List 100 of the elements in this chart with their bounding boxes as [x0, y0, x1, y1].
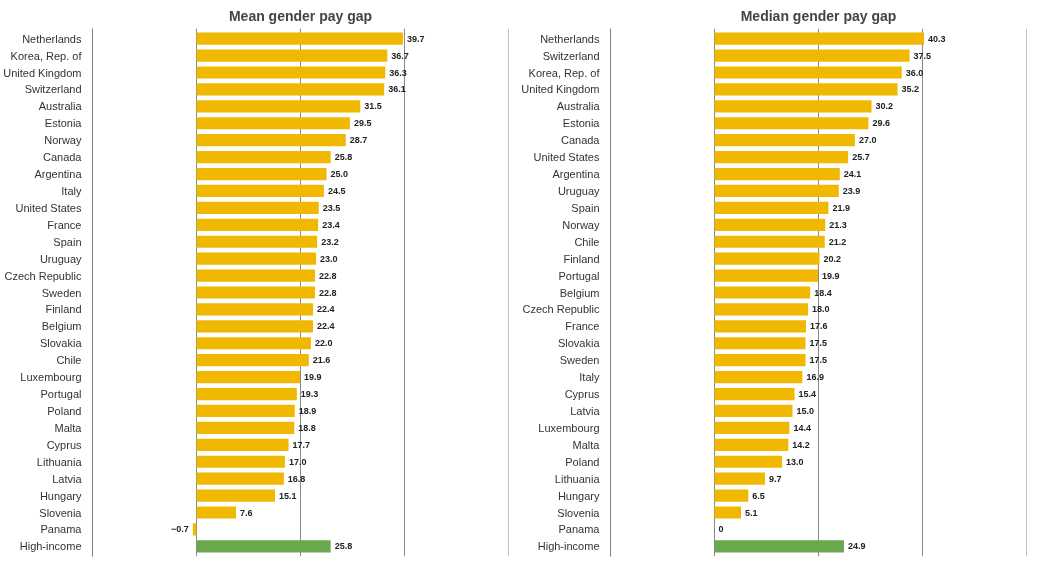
data-label: 18.4: [814, 287, 832, 298]
data-label: 15.4: [798, 389, 817, 400]
data-label: −0.7: [171, 524, 189, 535]
data-label: 31.5: [364, 101, 382, 112]
bar: [714, 455, 783, 468]
data-label: 17.5: [809, 338, 828, 349]
bar: [714, 387, 795, 401]
bar: [714, 49, 910, 62]
y-tick-label: Chile: [574, 235, 600, 248]
bar: [714, 184, 839, 198]
y-tick-label: High-income: [537, 540, 600, 553]
bar: [196, 540, 331, 553]
data-label: 5.1: [745, 507, 758, 518]
bar: [714, 489, 749, 502]
y-tick-label: Latvia: [52, 472, 83, 485]
y-tick-label: Panama: [40, 523, 83, 536]
bar: [714, 218, 826, 231]
bar: [714, 404, 793, 418]
bar: [714, 438, 789, 451]
bar: [714, 286, 811, 299]
data-label: 21.6: [312, 355, 331, 366]
bar: [196, 100, 361, 113]
y-tick-label: Slovenia: [39, 506, 83, 519]
data-label: 18.9: [298, 405, 317, 416]
bar: [196, 49, 388, 62]
bar: [196, 286, 316, 299]
data-label: 6.5: [752, 490, 765, 501]
data-label: 36.1: [388, 84, 406, 95]
data-label: 29.6: [872, 118, 890, 129]
data-label: 22.8: [319, 287, 337, 298]
bar: [196, 201, 319, 214]
data-label: 36.3: [389, 67, 407, 78]
data-label: 36.7: [391, 50, 409, 61]
y-tick-label: High-income: [19, 540, 82, 553]
data-label: 21.3: [829, 219, 847, 230]
data-label: 18.8: [298, 422, 316, 433]
bar: [714, 83, 898, 96]
y-tick-label: Estonia: [562, 117, 601, 130]
bar: [714, 100, 872, 113]
y-tick-label: Hungary: [557, 489, 600, 502]
data-label: 23.9: [842, 185, 861, 196]
chart-title: Mean gender pay gap: [228, 7, 373, 24]
bar: [192, 523, 197, 536]
bar: [714, 337, 806, 350]
data-label: 37.5: [913, 50, 932, 61]
y-tick-label: Portugal: [558, 269, 600, 282]
y-tick-label: Canada: [560, 134, 601, 147]
bar: [196, 489, 276, 502]
data-label: 19.9: [821, 270, 840, 281]
y-tick-label: Poland: [565, 455, 600, 468]
y-tick-label: Norway: [562, 218, 600, 231]
y-tick-label: Korea, Rep. of: [10, 49, 83, 62]
bar: [714, 472, 765, 485]
data-label: 30.2: [875, 101, 894, 112]
bar: [714, 421, 790, 434]
y-tick-label: Lithuania: [36, 455, 83, 468]
data-label: 22.4: [316, 304, 335, 315]
data-label: 21.2: [828, 236, 847, 247]
bar: [196, 354, 309, 367]
bar: [196, 472, 284, 485]
y-tick-label: Hungary: [39, 489, 82, 502]
y-tick-label: Italy: [61, 184, 82, 197]
bar: [196, 252, 317, 265]
y-tick-label: France: [47, 218, 82, 231]
y-tick-label: Italy: [579, 371, 600, 384]
bar: [196, 66, 386, 79]
bar: [714, 167, 840, 181]
y-tick-label: Slovakia: [39, 337, 83, 350]
data-label: 23.5: [322, 202, 341, 213]
bar: [196, 303, 313, 316]
data-label: 17.5: [809, 355, 828, 366]
y-tick-label: Argentina: [34, 168, 83, 181]
bar: [196, 506, 237, 519]
data-label: 22.0: [314, 338, 333, 349]
y-tick-label: Latvia: [570, 404, 601, 417]
y-tick-label: United Kingdom: [3, 66, 82, 79]
data-label: 39.7: [406, 33, 425, 44]
y-tick-label: Estonia: [44, 117, 83, 130]
y-tick-label: Norway: [44, 134, 82, 147]
bar: [196, 421, 295, 434]
bar: [196, 184, 324, 198]
data-label: 25.7: [852, 152, 870, 163]
bar: [196, 269, 316, 282]
y-tick-label: Luxembourg: [20, 371, 82, 384]
y-tick-label: Belgium: [41, 320, 82, 333]
data-label: 27.0: [858, 135, 877, 146]
bar: [196, 32, 403, 45]
bar: [714, 134, 855, 147]
data-label: 40.3: [928, 33, 946, 44]
y-tick-label: Sweden: [559, 354, 600, 367]
data-label: 16.8: [287, 473, 306, 484]
y-tick-label: Finland: [563, 252, 600, 265]
bar: [196, 134, 346, 147]
bar: [196, 83, 385, 96]
bar: [196, 387, 297, 401]
data-label: 23.2: [321, 236, 339, 247]
y-tick-label: Switzerland: [542, 49, 600, 62]
data-label: 25.8: [334, 152, 353, 163]
data-label: 16.9: [806, 372, 824, 383]
bar: [196, 371, 300, 384]
